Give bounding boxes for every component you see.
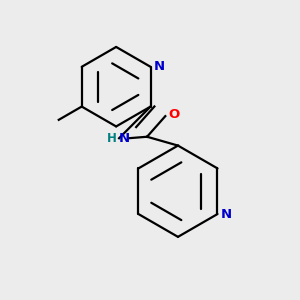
Text: N: N xyxy=(154,60,165,73)
Text: N: N xyxy=(119,132,130,145)
Text: H: H xyxy=(107,132,117,145)
Text: N: N xyxy=(221,208,232,220)
Text: O: O xyxy=(169,108,180,121)
